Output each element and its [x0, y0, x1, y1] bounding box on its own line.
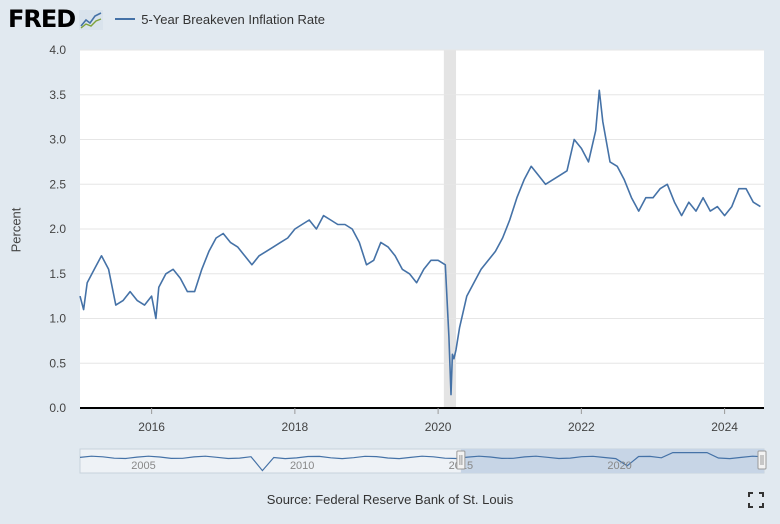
x-tick-label: 2020 — [425, 420, 452, 434]
graph-header: FRED 5-Year Breakeven Inflation Rate — [8, 4, 325, 34]
y-tick-label: 1.5 — [49, 267, 66, 281]
y-tick-label: 3.0 — [49, 133, 66, 147]
y-tick-label: 4.0 — [49, 43, 66, 57]
y-tick-label: 0.0 — [49, 401, 66, 415]
legend-label[interactable]: 5-Year Breakeven Inflation Rate — [141, 11, 326, 27]
y-tick-label: 0.5 — [49, 356, 66, 370]
legend-swatch — [115, 18, 136, 20]
y-tick-label: 2.0 — [49, 222, 66, 236]
chart-legend: 5-Year Breakeven Inflation Rate — [115, 12, 325, 27]
y-tick-label: 1.0 — [49, 312, 66, 326]
x-tick-label: 2016 — [138, 420, 165, 434]
navigator-line — [79, 452, 765, 472]
navigator-tick-label: 2005 — [131, 460, 155, 472]
navigator-selection — [460, 449, 764, 473]
navigator-handle-right[interactable] — [757, 450, 767, 470]
x-tick-label: 2022 — [568, 420, 595, 434]
x-tick-label: 2024 — [711, 420, 738, 434]
navigator-tick-label: 2010 — [290, 460, 314, 472]
fullscreen-icon[interactable] — [748, 492, 764, 508]
series-line — [79, 89, 761, 396]
navigator-tick-label: 2020 — [607, 460, 631, 472]
line-chart-icon — [79, 10, 104, 30]
x-tick-label: 2018 — [282, 420, 309, 434]
y-tick-label: 2.5 — [49, 177, 66, 191]
navigator-handle-left[interactable] — [456, 450, 466, 470]
source-note: Source: Federal Reserve Bank of St. Loui… — [266, 492, 514, 507]
y-tick-label: 3.5 — [49, 88, 66, 102]
fred-logo[interactable]: FRED — [8, 5, 76, 33]
